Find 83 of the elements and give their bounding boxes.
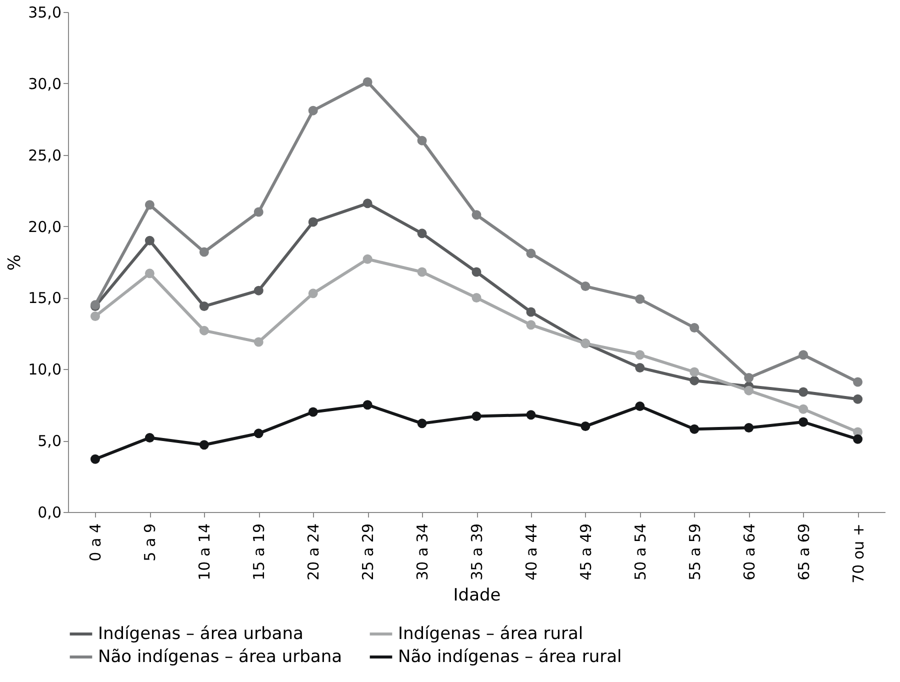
x-tick-label: 15 a 19: [250, 524, 268, 580]
point: [417, 267, 427, 277]
y-axis-title: %: [5, 254, 26, 271]
x-tick-label: 5 a 9: [141, 524, 160, 562]
x-tick-label: 40 a 44: [522, 524, 540, 580]
x-tick-label: 0 a 4: [86, 524, 105, 562]
x-tick-label: 60 a 64: [740, 524, 758, 580]
point: [199, 247, 209, 257]
x-tick-label: 20 a 24: [304, 524, 323, 580]
point: [417, 418, 427, 428]
point: [90, 312, 100, 322]
point: [526, 410, 536, 420]
legend-label: Indígenas – área urbana: [98, 624, 304, 644]
x-tick-label: 25 a 29: [359, 524, 378, 580]
point: [199, 326, 209, 336]
point: [472, 267, 482, 277]
point: [635, 294, 645, 304]
point: [254, 286, 264, 296]
point: [526, 320, 536, 330]
point: [635, 362, 645, 372]
legend-label: Não indígenas – área urbana: [98, 647, 342, 667]
point: [853, 377, 863, 387]
point: [798, 404, 808, 414]
x-tick-label: 50 a 54: [631, 524, 650, 580]
point: [199, 440, 209, 450]
point: [90, 454, 100, 464]
point: [690, 424, 700, 434]
point: [526, 248, 536, 258]
x-tick-label: 55 a 59: [686, 524, 704, 580]
y-tick-label: 10,0: [28, 360, 62, 379]
x-tick-label: 30 a 34: [414, 524, 432, 580]
x-tick-label: 70 ou +: [849, 524, 868, 584]
point: [362, 77, 372, 87]
point: [744, 386, 754, 396]
y-tick-label: 20,0: [28, 218, 62, 236]
point: [690, 367, 700, 377]
point: [635, 402, 645, 412]
point: [798, 417, 808, 427]
point: [254, 428, 264, 438]
point: [690, 376, 700, 386]
point: [144, 432, 154, 442]
point: [308, 106, 318, 116]
y-tick-label: 5,0: [38, 432, 62, 450]
point: [472, 292, 482, 302]
legend-label: Não indígenas – área rural: [398, 647, 622, 667]
point: [472, 210, 482, 220]
y-tick-label: 25,0: [28, 146, 62, 164]
x-tick-label: 65 a 69: [794, 524, 813, 580]
point: [254, 337, 264, 347]
point: [580, 422, 590, 432]
point: [526, 307, 536, 317]
point: [853, 394, 863, 404]
y-tick-label: 0,0: [38, 504, 62, 522]
point: [798, 350, 808, 360]
y-tick-label: 15,0: [28, 289, 62, 308]
y-tick-label: 30,0: [28, 74, 62, 93]
point: [417, 228, 427, 238]
y-tick-label: 35,0: [28, 4, 62, 22]
point: [308, 217, 318, 227]
x-tick-label: 10 a 14: [196, 524, 214, 580]
point: [744, 372, 754, 382]
point: [580, 282, 590, 292]
point: [308, 407, 318, 417]
point: [199, 302, 209, 312]
point: [744, 422, 754, 432]
point: [362, 254, 372, 264]
x-axis-title: Idade: [453, 585, 501, 606]
point: [308, 288, 318, 298]
point: [690, 322, 700, 332]
x-tick-label: 45 a 49: [576, 524, 595, 580]
point: [472, 412, 482, 422]
point: [362, 400, 372, 410]
point: [144, 268, 154, 278]
x-tick-label: 35 a 39: [468, 524, 486, 580]
legend-label: Indígenas – área rural: [398, 624, 584, 644]
point: [417, 136, 427, 146]
point: [144, 200, 154, 210]
point: [635, 350, 645, 360]
point: [254, 207, 264, 217]
point: [798, 387, 808, 397]
point: [362, 198, 372, 208]
point: [144, 236, 154, 246]
point: [853, 434, 863, 444]
